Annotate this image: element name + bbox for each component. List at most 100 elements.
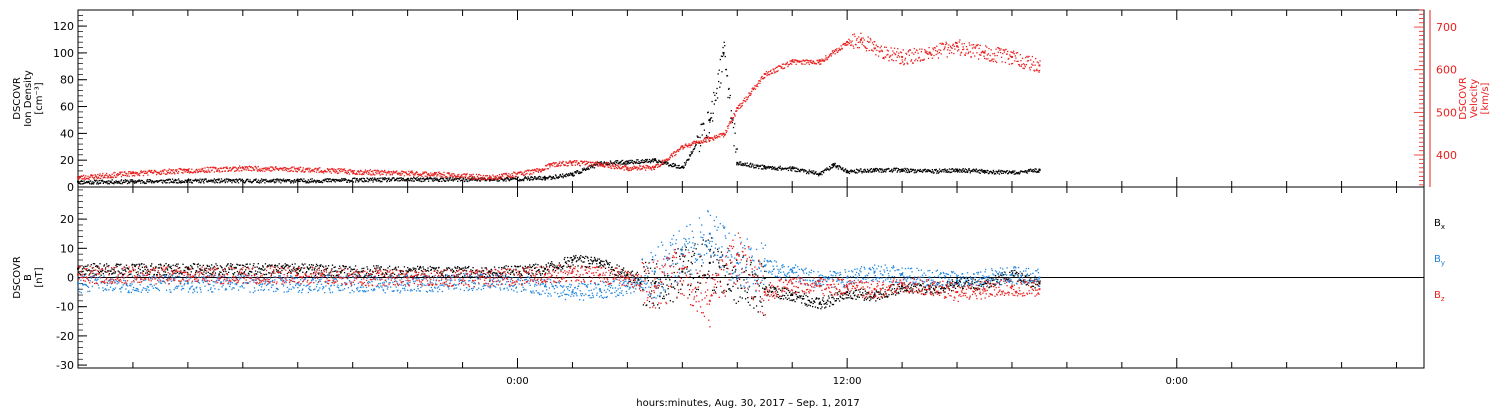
density-series-trace xyxy=(1002,170,1004,172)
velocity-series-trace xyxy=(808,60,810,62)
field-series-bx-trace xyxy=(82,270,84,273)
field-series-bx-trace xyxy=(174,269,176,271)
field-series-bx-trace xyxy=(575,260,578,263)
velocity-series-trace xyxy=(530,169,532,172)
field-series-bx-trace xyxy=(692,277,695,280)
velocity-series-trace xyxy=(651,166,653,168)
field-series-bx-trace xyxy=(121,273,124,276)
density-series-trace xyxy=(264,179,267,181)
velocity-series-trace xyxy=(1001,61,1003,63)
density-series-trace xyxy=(283,180,285,182)
velocity-series-trace xyxy=(867,36,869,38)
velocity-series-trace xyxy=(218,168,220,170)
field-series-bx-trace xyxy=(111,268,113,270)
velocity-series-trace xyxy=(847,43,849,46)
density-series-trace xyxy=(363,177,365,180)
field-series-bx-trace xyxy=(141,262,143,265)
density-series-trace xyxy=(150,181,152,183)
velocity-series-trace xyxy=(356,173,358,175)
field-axis-label-line: B xyxy=(23,274,34,281)
density-series-trace xyxy=(963,170,965,173)
field-series-bx-trace xyxy=(390,276,392,278)
density-series-trace xyxy=(586,168,589,170)
velocity-series-trace xyxy=(833,49,835,52)
density-series-trace xyxy=(230,179,232,181)
field-series-bx-trace xyxy=(282,264,284,267)
field-series-bx-trace xyxy=(474,276,476,278)
velocity-series-trace xyxy=(1014,60,1016,62)
field-series-bx-trace xyxy=(448,275,450,277)
density-series-trace xyxy=(974,169,976,172)
field-series-bx-trace xyxy=(665,278,667,280)
density-series-trace xyxy=(166,182,168,184)
velocity-series-trace xyxy=(533,168,536,171)
field-series-bx-trace xyxy=(627,270,629,273)
field-series-bx-trace xyxy=(704,274,706,276)
velocity-series-trace xyxy=(473,178,475,180)
field-series-bx-trace xyxy=(127,268,130,270)
velocity-series-trace xyxy=(1011,62,1014,65)
density-series-trace xyxy=(733,123,736,125)
field-series-bx-trace xyxy=(212,267,214,269)
field-series-bx-trace xyxy=(281,266,284,268)
density-series-trace xyxy=(444,180,447,182)
velocity-series-trace xyxy=(760,76,763,78)
density-series-trace xyxy=(651,159,653,161)
field-series-bx-trace xyxy=(260,268,263,270)
velocity-series-trace xyxy=(401,170,403,172)
velocity-series-trace xyxy=(901,59,903,61)
velocity-series-trace xyxy=(401,173,403,175)
density-series-trace xyxy=(337,179,340,182)
velocity-series-trace xyxy=(754,88,757,90)
velocity-series-trace xyxy=(131,175,134,177)
velocity-series-trace xyxy=(858,47,860,49)
velocity-series-trace xyxy=(696,140,698,142)
density-series-trace xyxy=(424,180,426,182)
field-series-bx-trace xyxy=(297,268,299,270)
field-series-bx-trace xyxy=(275,269,278,271)
field-series-bx-trace xyxy=(566,256,569,259)
density-series-trace xyxy=(168,182,170,184)
density-series-trace xyxy=(148,181,151,183)
velocity-series-trace xyxy=(686,145,689,147)
velocity-series-trace xyxy=(181,169,184,171)
field-series-bx-trace xyxy=(746,291,748,294)
field-tick-label: 20 xyxy=(60,213,74,226)
field-series-bx-trace xyxy=(308,264,311,266)
velocity-series-trace xyxy=(644,169,647,171)
velocity-series-trace xyxy=(404,172,407,174)
velocity-series-trace xyxy=(251,170,253,172)
velocity-series-trace xyxy=(700,140,702,142)
density-series-trace xyxy=(940,170,942,172)
density-series-trace xyxy=(377,179,380,181)
density-series-trace xyxy=(774,168,776,171)
density-series-trace xyxy=(280,182,282,184)
velocity-series-trace xyxy=(207,171,209,173)
field-series-bx-trace xyxy=(299,269,302,271)
density-series-trace xyxy=(854,172,857,174)
velocity-series-trace xyxy=(943,48,945,51)
velocity-series-trace xyxy=(565,162,568,164)
field-series-bx-trace xyxy=(335,270,337,272)
density-series-trace xyxy=(378,177,380,180)
field-series-bx-trace xyxy=(715,286,718,289)
field-series-bx-trace xyxy=(408,268,410,271)
density-series-trace xyxy=(868,171,870,173)
density-series-trace xyxy=(688,154,691,156)
velocity-series-trace xyxy=(855,44,857,46)
velocity-series-trace xyxy=(102,172,104,175)
density-series-trace xyxy=(277,178,279,181)
velocity-series-trace xyxy=(370,174,372,176)
density-series-trace xyxy=(405,180,408,182)
density-series-trace xyxy=(195,178,197,180)
velocity-series-trace xyxy=(1003,49,1005,51)
field-series-bx-trace xyxy=(626,274,628,276)
density-series-trace xyxy=(724,55,726,58)
velocity-series-trace xyxy=(708,139,710,141)
velocity-series-trace xyxy=(959,54,962,56)
density-series-trace xyxy=(1005,171,1007,173)
velocity-series-trace xyxy=(347,170,349,172)
field-series-bx-trace xyxy=(177,263,179,265)
field-series-bx-trace xyxy=(418,268,420,270)
density-series-trace xyxy=(548,176,550,178)
